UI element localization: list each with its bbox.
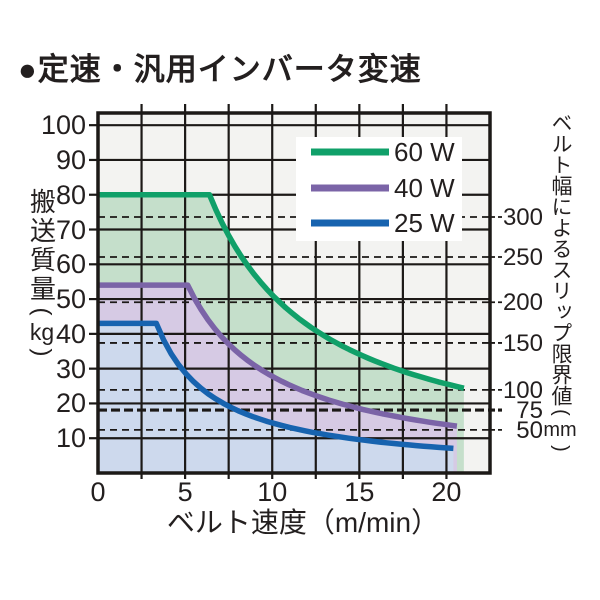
- y-tick-label-90: 90: [55, 144, 86, 175]
- right-axis-unit-open-paren: (: [549, 409, 572, 416]
- x-tick-label-15: 15: [344, 477, 375, 507]
- plot-border-rect: [96, 111, 492, 475]
- y-tick-label-100: 100: [40, 110, 86, 141]
- right-tick-label-200: 200: [502, 289, 543, 317]
- series-curves: [98, 191, 465, 452]
- y-axis-title-text: 搬送質量: [26, 188, 57, 304]
- x-tick-label-0: 0: [90, 477, 106, 507]
- right-tick-label-50: 50: [516, 416, 543, 444]
- right-tick-label-75: 75: [516, 397, 543, 425]
- right-axis-unit: mm: [543, 419, 577, 441]
- y-tick-label-50: 50: [55, 284, 86, 315]
- right-tick-label-100: 100: [502, 376, 543, 404]
- x-tick-label-10: 10: [257, 477, 288, 507]
- y-tick-label-70: 70: [55, 214, 86, 245]
- legend-box: [296, 137, 462, 241]
- y-tick-label-10: 10: [55, 423, 86, 454]
- legend-item-40w: 40 W: [394, 173, 455, 203]
- plot-border: [96, 111, 492, 475]
- y-tick-label-60: 60: [55, 249, 86, 280]
- fill-area-25w: [98, 323, 454, 473]
- x-tick-label-5: 5: [177, 477, 193, 507]
- right-tick-label-250: 250: [502, 244, 543, 271]
- y-tick-label-80: 80: [55, 179, 86, 210]
- y-axis-unit: kg: [29, 319, 55, 345]
- curve-60w: [98, 191, 465, 391]
- y-tick-label-30: 30: [55, 353, 86, 384]
- right-axis-title-text: ベルト幅によるスリップ限界値: [549, 112, 572, 406]
- x-axis-title: ベルト速度（m/min）: [166, 507, 440, 538]
- legend-item-60w: 60 W: [394, 137, 455, 167]
- right-tick-label-300: 300: [502, 204, 543, 231]
- y-axis-title: 搬送質量 ( kg ): [22, 188, 62, 360]
- chart-title: ●定速・汎用インバータ変速: [18, 52, 422, 87]
- right-axis-title: ベルト幅によるスリップ限界値 ( mm ): [543, 112, 577, 455]
- curve-40w: [98, 282, 458, 429]
- right-tick-label-150: 150: [502, 329, 543, 357]
- y-tick-label-40: 40: [55, 318, 86, 349]
- x-tick-label-20: 20: [431, 477, 462, 507]
- legend-item-25w: 25 W: [394, 208, 455, 238]
- right-axis-unit-close-paren: ): [549, 445, 572, 452]
- curve-25w: [98, 320, 454, 452]
- y-tick-label-20: 20: [55, 388, 86, 419]
